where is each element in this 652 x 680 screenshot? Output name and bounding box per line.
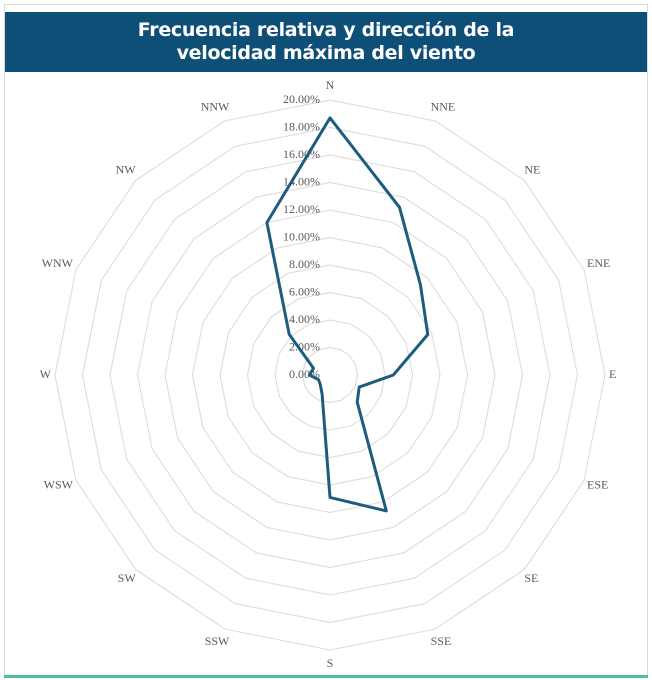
grid-ring — [164, 209, 496, 541]
radial-tick-label: 20.00% — [283, 92, 320, 106]
direction-label: NNE — [431, 100, 456, 114]
direction-label: N — [326, 78, 335, 92]
direction-label: NE — [524, 162, 540, 176]
direction-label: SSE — [431, 634, 452, 648]
grid-ring — [301, 346, 359, 404]
footer-line — [4, 675, 648, 678]
direction-label: SE — [524, 571, 538, 585]
data-line — [265, 116, 430, 513]
direction-label: NW — [116, 162, 137, 176]
grid-ring — [219, 264, 441, 486]
direction-label: WNW — [42, 256, 74, 270]
title-bar: Frecuencia relativa y dirección de la ve… — [5, 12, 647, 72]
chart-title: Frecuencia relativa y dirección de la ve… — [137, 19, 515, 64]
grid-ring — [81, 126, 579, 624]
radial-tick-label: 6.00% — [289, 284, 320, 298]
direction-label: S — [327, 656, 334, 670]
radial-tick-label: 4.00% — [289, 312, 320, 326]
direction-label: SW — [118, 571, 137, 585]
radial-tick-label: 12.00% — [283, 202, 320, 216]
radial-tick-label: 8.00% — [289, 257, 320, 271]
grid-ring — [191, 236, 469, 514]
radial-tick-label: 10.00% — [283, 229, 320, 243]
grid-ring — [136, 181, 524, 569]
direction-label: E — [609, 367, 616, 381]
direction-label: NNW — [201, 100, 230, 114]
radial-tick-label: 16.00% — [283, 147, 320, 161]
direction-label: WSW — [44, 477, 74, 491]
grid-ring — [274, 319, 386, 431]
direction-label: ESE — [587, 477, 608, 491]
grid-ring — [109, 154, 551, 596]
direction-label: SSW — [205, 634, 230, 648]
grid-ring — [246, 291, 414, 459]
direction-label: W — [40, 367, 52, 381]
direction-label: ENE — [587, 256, 610, 270]
grid-ring — [54, 99, 606, 651]
radial-tick-label: 18.00% — [283, 119, 320, 133]
